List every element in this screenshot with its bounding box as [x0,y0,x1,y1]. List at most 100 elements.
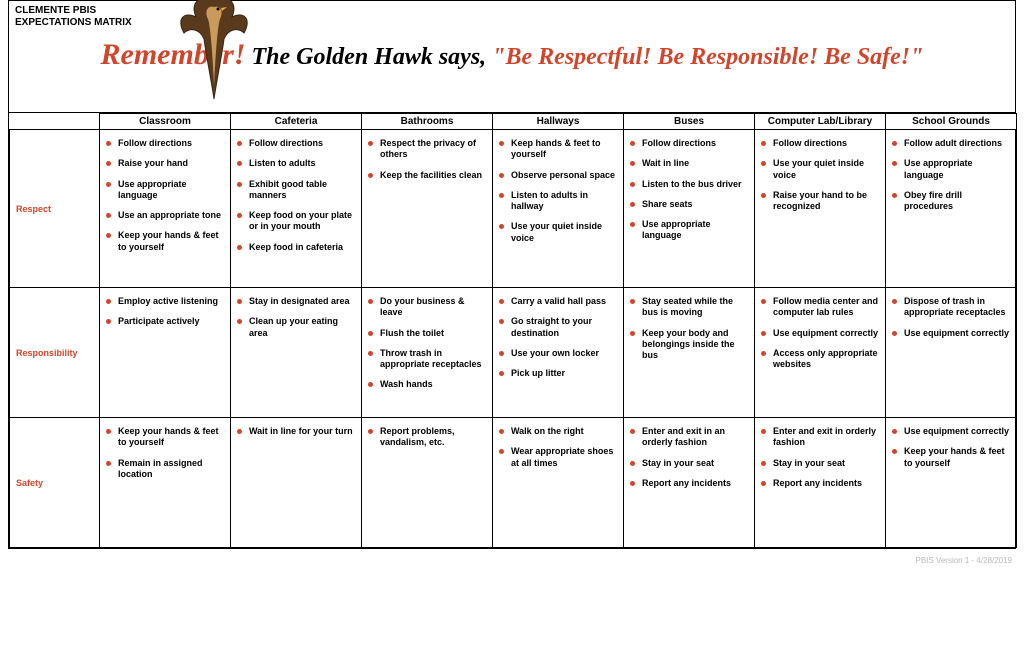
list-item: Keep food in cafeteria [237,242,355,253]
list-item: Stay seated while the bus is moving [630,296,748,319]
list-item: Dispose of trash in appropriate receptac… [892,296,1010,319]
list-item: Pick up litter [499,368,617,379]
matrix-cell: Report problems, vandalism, etc. [362,418,493,548]
matrix-cell: Follow adult directions Use appropriate l… [886,130,1017,288]
header: CLEMENTE PBIS EXPECTATIONS MATRIX Rememb… [9,1,1015,113]
matrix-cell: Stay in designated areaClean up your eat… [231,288,362,418]
item-list: Enter and exit in an orderly fashionStay… [630,426,748,489]
list-item: Keep your hands & feet to yourself [106,426,224,449]
item-list: Dispose of trash in appropriate receptac… [892,296,1010,339]
table-row: SafetyKeep your hands & feet to yourself… [10,418,1017,548]
matrix-cell: Follow media center and computer lab rul… [755,288,886,418]
item-list: Use equipment correctly Keep your hands &… [892,426,1010,469]
list-item: Use your quiet inside voice [761,158,879,181]
item-list: Report problems, vandalism, etc. [368,426,486,449]
list-item: Use appropriate language [892,158,1010,181]
column-header: School Grounds [886,114,1017,130]
list-item: Walk on the right [499,426,617,437]
list-item: Use equipment correctly [892,328,1010,339]
list-item: Follow directions [237,138,355,149]
item-list: Follow directions Listen to adults Exhibit… [237,138,355,253]
item-list: Carry a valid hall pass Go straight to yo… [499,296,617,379]
header-corner [10,114,100,130]
matrix-cell: Stay seated while the bus is movingKeep … [624,288,755,418]
hawk-icon [174,0,254,105]
table-body: RespectFollow directionsRaise your handU… [10,130,1017,548]
item-list: Enter and exit in orderly fashion Stay in… [761,426,879,489]
slogan-quote: "Be Respectful! Be Responsible! Be Safe!… [492,44,923,70]
list-item: Stay in your seat [761,458,879,469]
column-header: Hallways [493,114,624,130]
matrix-cell: Follow directions Wait in line Listen to t… [624,130,755,288]
matrix-cell: Employ active listeningParticipate activ… [100,288,231,418]
row-label: Safety [10,418,100,548]
footer-version: PBIS Version 1 - 4/28/2019 [915,556,1012,565]
column-header: Cafeteria [231,114,362,130]
list-item: Wait in line [630,158,748,169]
item-list: Follow media center and computer lab rul… [761,296,879,370]
item-list: Wait in line for your turn [237,426,355,437]
column-header: Computer Lab/Library [755,114,886,130]
item-list: Respect the privacy of othersKeep the fa… [368,138,486,181]
list-item: Keep your hands & feet to yourself [892,446,1010,469]
matrix-cell: Dispose of trash in appropriate receptac… [886,288,1017,418]
list-item: Follow media center and computer lab rul… [761,296,879,319]
matrix-cell: Use equipment correctly Keep your hands &… [886,418,1017,548]
list-item: Use your quiet inside voice [499,221,617,244]
matrix-cell: Respect the privacy of othersKeep the fa… [362,130,493,288]
list-item: Keep the facilities clean [368,170,486,181]
list-item: Follow directions [761,138,879,149]
row-label: Responsibility [10,288,100,418]
list-item: Report any incidents [630,478,748,489]
matrix-cell: Keep your hands & feet to yourself Remain… [100,418,231,548]
item-list: Stay seated while the bus is movingKeep … [630,296,748,361]
list-item: Raise your hand to be recognized [761,190,879,213]
list-item: Wear appropriate shoes at all times [499,446,617,469]
list-item: Keep food on your plate or in your mouth [237,210,355,233]
list-item: Obey fire drill procedures [892,190,1010,213]
slogan: Remember! The Golden Hawk says, "Be Resp… [15,31,1009,79]
matrix-cell: Walk on the right Wear appropriate shoes … [493,418,624,548]
matrix-cell: Keep hands & feet to yourselfObserve per… [493,130,624,288]
item-list: Follow directions Raise your hand Use appr… [106,138,224,253]
list-item: Use appropriate language [106,179,224,202]
page: CLEMENTE PBIS EXPECTATIONS MATRIX Rememb… [0,0,1024,569]
list-item: Stay in designated area [237,296,355,307]
list-item: Enter and exit in orderly fashion [761,426,879,449]
list-item: Share seats [630,199,748,210]
list-item: Report problems, vandalism, etc. [368,426,486,449]
item-list: Keep hands & feet to yourselfObserve per… [499,138,617,244]
list-item: Use your own locker [499,348,617,359]
list-item: Listen to adults [237,158,355,169]
column-header: Classroom [100,114,231,130]
list-item: Do your business & leave [368,296,486,319]
matrix-cell: Enter and exit in an orderly fashionStay… [624,418,755,548]
table-head: ClassroomCafeteriaBathroomsHallwaysBuses… [10,114,1017,130]
list-item: Carry a valid hall pass [499,296,617,307]
item-list: Follow directions Use your quiet inside v… [761,138,879,212]
list-item: Use appropriate language [630,219,748,242]
column-header: Buses [624,114,755,130]
list-item: Listen to the bus driver [630,179,748,190]
list-item: Wash hands [368,379,486,390]
matrix-cell: Follow directions Raise your hand Use appr… [100,130,231,288]
list-item: Use equipment correctly [892,426,1010,437]
list-item: Participate actively [106,316,224,327]
list-item: Remain in assigned location [106,458,224,481]
matrix-cell: Wait in line for your turn [231,418,362,548]
slogan-mid: The Golden Hawk says, [246,44,493,70]
matrix-cell: Enter and exit in orderly fashion Stay in… [755,418,886,548]
item-list: Follow directions Wait in line Listen to t… [630,138,748,242]
list-item: Follow adult directions [892,138,1010,149]
list-item: Use equipment correctly [761,328,879,339]
list-item: Follow directions [106,138,224,149]
list-item: Follow directions [630,138,748,149]
list-item: Raise your hand [106,158,224,169]
matrix-cell: Follow directions Use your quiet inside v… [755,130,886,288]
list-item: Go straight to your destination [499,316,617,339]
list-item: Exhibit good table manners [237,179,355,202]
list-item: Report any incidents [761,478,879,489]
list-item: Wait in line for your turn [237,426,355,437]
list-item: Keep your hands & feet to yourself [106,230,224,253]
column-header: Bathrooms [362,114,493,130]
